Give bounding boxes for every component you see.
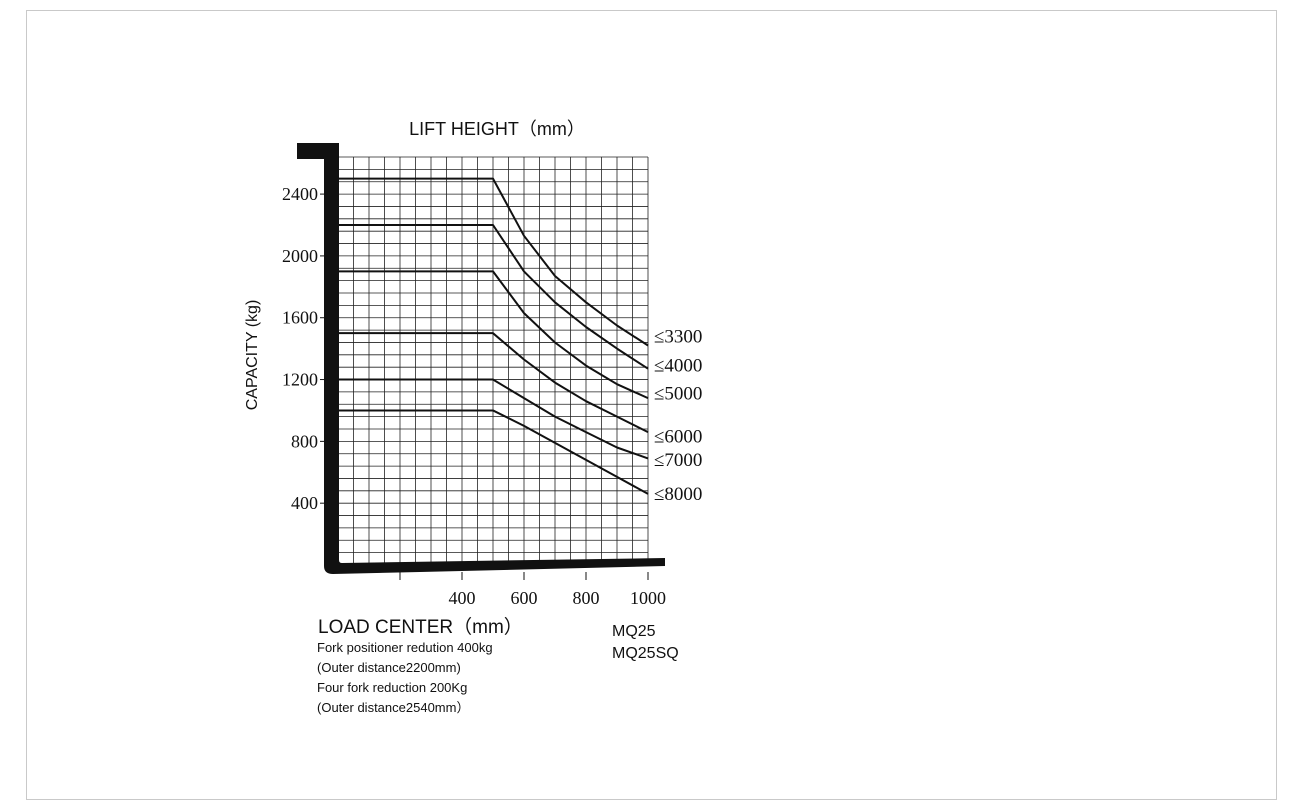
x-tick-label: 800	[573, 588, 600, 608]
y-tick-label: 1600	[282, 308, 318, 328]
chart-title: LIFT HEIGHT（mm）	[409, 119, 585, 139]
note-outer-distance-2: (Outer distance2540mm）	[317, 700, 470, 715]
model-name-1: MQ25	[612, 623, 656, 640]
model-name-2: MQ25SQ	[612, 645, 679, 662]
curve-label: ≤6000	[654, 427, 702, 448]
capacity-curve	[338, 409, 649, 495]
chart-grid	[337, 156, 649, 566]
x-axis-label: LOAD CENTER（mm）	[318, 616, 523, 638]
y-axis-label: CAPACITY (kg)	[244, 300, 261, 411]
curve-label: ≤8000	[654, 484, 702, 505]
chart-labels: LIFT HEIGHT（mm） LOAD CENTER（mm） CAPACITY (…	[244, 119, 585, 638]
y-tick-label: 800	[291, 431, 318, 451]
y-tick-label: 2400	[282, 184, 318, 204]
curve-label: ≤4000	[654, 356, 702, 377]
capacity-curve	[338, 224, 649, 370]
y-tick-label: 400	[291, 493, 318, 513]
fork-silhouette	[297, 143, 665, 574]
y-tick-label: 2000	[282, 246, 318, 266]
note-fork-positioner: Fork positioner redution 400kg	[317, 640, 493, 655]
note-four-fork: Four fork reduction 200Kg	[317, 680, 468, 695]
capacity-curve	[338, 378, 649, 460]
note-outer-distance-1: (Outer distance2200mm)	[317, 660, 461, 675]
capacity-curve	[338, 270, 649, 400]
page-frame	[26, 10, 1277, 800]
fork-shape	[297, 143, 665, 574]
curve-label: ≤7000	[654, 450, 702, 471]
capacity-curve	[338, 332, 649, 433]
x-tick-label: 400	[449, 588, 476, 608]
x-tick-label: 600	[511, 588, 538, 608]
x-tick-label: 1000	[630, 588, 666, 608]
curve-label: ≤3300	[654, 326, 702, 347]
capacity-curve	[338, 177, 649, 347]
y-tick-label: 1200	[282, 370, 318, 390]
capacity-curves: ≤3300 ≤4000 ≤5000 ≤6000≤7000 ≤8000	[338, 177, 702, 505]
axis-ticks: 400 800 1200 1600 2000 2400 400 600 800 1000	[282, 184, 666, 608]
curve-label: ≤5000	[654, 383, 702, 404]
